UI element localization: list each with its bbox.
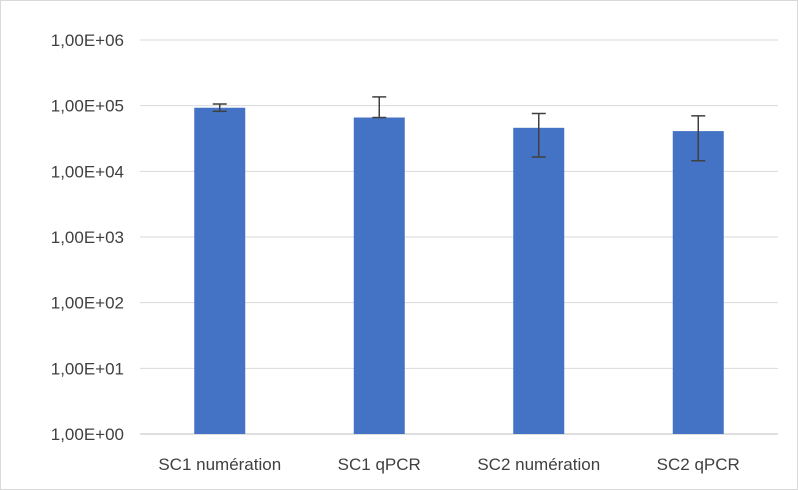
y-tick-label: 1,00E+01 bbox=[51, 359, 124, 378]
bar bbox=[194, 107, 246, 434]
y-tick-label: 1,00E+02 bbox=[51, 294, 124, 313]
error-bar bbox=[691, 115, 706, 162]
gridlines bbox=[140, 39, 778, 435]
x-category-label: SC1 numération bbox=[158, 455, 281, 474]
error-bar bbox=[212, 103, 227, 113]
x-category-label: SC1 qPCR bbox=[338, 455, 421, 474]
y-tick-label: 1,00E+03 bbox=[51, 228, 124, 247]
x-category-label: SC2 qPCR bbox=[657, 455, 740, 474]
bar bbox=[353, 117, 405, 435]
y-axis-tick-labels: 1,00E+00 1,00E+01 1,00E+02 1,00E+03 1,00E+04… bbox=[51, 31, 124, 444]
bar bbox=[672, 131, 724, 434]
x-category-label: SC2 numération bbox=[477, 455, 600, 474]
error-bar bbox=[531, 112, 546, 158]
x-axis-category-labels: SC1 numération SC1 qPCR SC2 numération SC2 … bbox=[158, 455, 739, 474]
y-tick-label: 1,00E+05 bbox=[51, 97, 124, 116]
y-tick-label: 1,00E+04 bbox=[51, 162, 124, 181]
bar bbox=[513, 127, 565, 435]
error-bar bbox=[372, 96, 387, 119]
error-bars bbox=[212, 96, 706, 162]
y-tick-label: 1,00E+06 bbox=[51, 31, 124, 50]
bars bbox=[194, 107, 724, 435]
y-tick-label: 1,00E+00 bbox=[51, 425, 124, 444]
